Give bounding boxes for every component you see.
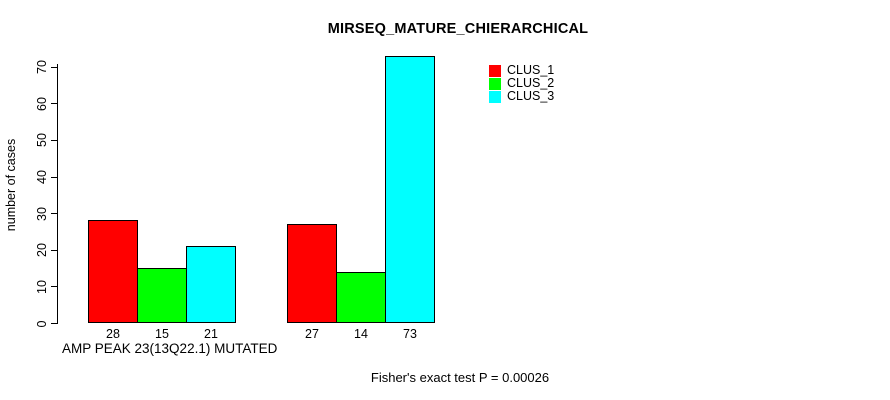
bar-value-label-clus_1-group1: 28 xyxy=(106,327,120,341)
bar-clus_2-group2 xyxy=(336,271,386,323)
legend-swatch-clus_3 xyxy=(489,90,501,103)
legend-item-clus_2: CLUS_2 xyxy=(489,77,554,90)
y-tick-10 xyxy=(51,286,57,288)
bar-clus_3-group1 xyxy=(186,246,236,323)
bar-clus_1-group2 xyxy=(287,224,337,323)
stat-annotation: Fisher's exact test P = 0.00026 xyxy=(370,370,550,385)
legend-swatch-clus_2 xyxy=(489,77,501,90)
bar-value-label-clus_3-group2: 73 xyxy=(403,327,417,341)
legend-label-clus_1: CLUS_1 xyxy=(507,63,555,77)
y-tick-label-0: 0 xyxy=(35,320,49,327)
y-tick-50 xyxy=(51,139,57,141)
bar-clus_2-group1 xyxy=(137,268,187,323)
bar-clus_1-group1 xyxy=(88,220,138,323)
bar-value-label-clus_2-group1: 15 xyxy=(155,327,169,341)
y-tick-60 xyxy=(51,103,57,105)
y-tick-label-60: 60 xyxy=(35,96,49,111)
x-group-label: AMP PEAK 23(13Q22.1) MUTATED xyxy=(62,341,278,356)
legend-swatch-clus_1 xyxy=(489,64,501,77)
y-tick-30 xyxy=(51,213,57,215)
y-tick-70 xyxy=(51,66,57,68)
bar-clus_3-group2 xyxy=(385,55,435,323)
y-tick-label-30: 30 xyxy=(35,206,49,221)
y-tick-20 xyxy=(51,249,57,251)
bar-value-label-clus_2-group2: 14 xyxy=(354,327,368,341)
bar-value-label-clus_1-group2: 27 xyxy=(305,327,319,341)
y-axis-title: number of cases xyxy=(4,138,18,232)
legend-item-clus_3: CLUS_3 xyxy=(489,90,554,103)
legend-label-clus_3: CLUS_3 xyxy=(507,89,555,103)
bar-value-label-clus_3-group1: 21 xyxy=(204,327,218,341)
y-tick-0 xyxy=(51,323,57,324)
y-tick-label-70: 70 xyxy=(35,60,49,75)
y-tick-label-50: 50 xyxy=(35,133,49,148)
y-tick-label-40: 40 xyxy=(35,170,49,184)
chart-title: MIRSEQ_MATURE_CHIERARCHICAL xyxy=(327,21,589,37)
y-tick-label-20: 20 xyxy=(35,243,49,258)
legend-item-clus_1: CLUS_1 xyxy=(489,64,554,77)
legend-label-clus_2: CLUS_2 xyxy=(507,76,555,90)
y-tick-40 xyxy=(51,176,57,178)
y-axis-line xyxy=(57,64,58,324)
legend: CLUS_1 CLUS_2 CLUS_3 xyxy=(489,64,554,103)
y-tick-label-10: 10 xyxy=(35,279,49,294)
